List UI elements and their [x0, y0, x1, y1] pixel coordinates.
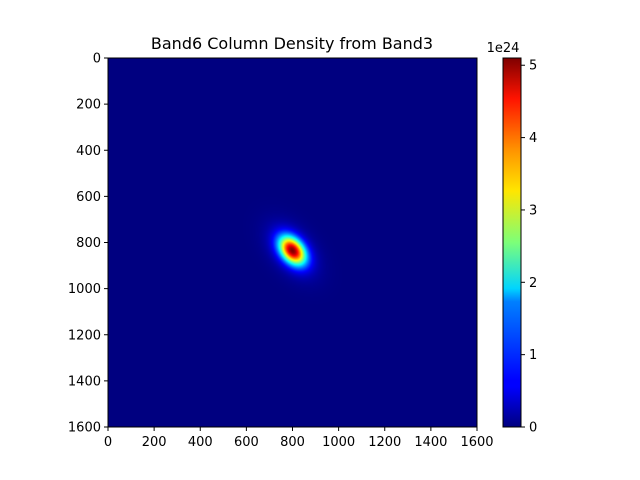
- chart-title: Band6 Column Density from Band3: [151, 34, 433, 53]
- colorbar-tick-label: 2: [529, 276, 537, 291]
- y-tick-label: 400: [76, 144, 101, 159]
- heatmap-plot-area: [107, 57, 478, 428]
- x-tick-label: 200: [142, 435, 167, 450]
- y-tick-label: 1400: [68, 374, 101, 389]
- colorbar-ticks: 0 1 2 3 4 5: [521, 59, 537, 436]
- x-tick-label: 1600: [460, 435, 493, 450]
- y-axis: 0 200 400 600 800 1000 1200 1400 1600: [68, 52, 108, 436]
- colorbar-tick-label: 4: [529, 131, 537, 146]
- colorbar-gradient: [502, 57, 522, 428]
- colorbar-tick-label: 5: [529, 59, 537, 74]
- y-tick-label: 1200: [68, 328, 101, 343]
- x-tick-label: 600: [234, 435, 259, 450]
- y-tick-label: 0: [93, 52, 101, 67]
- heatmap-image: [108, 58, 477, 427]
- colorbar-tick-label: 1: [529, 348, 537, 363]
- colorbar-tick-label: 0: [529, 421, 537, 436]
- colorbar-offset-label: 1e24: [487, 41, 520, 56]
- x-axis: 0 200 400 600 800 1000 1200 1400 1600: [104, 427, 494, 450]
- y-tick-label: 1600: [68, 421, 101, 436]
- x-tick-label: 400: [188, 435, 213, 450]
- x-tick-label: 1400: [414, 435, 447, 450]
- x-tick-label: 1200: [368, 435, 401, 450]
- x-tick-label: 1000: [322, 435, 355, 450]
- y-tick-label: 200: [76, 98, 101, 113]
- x-tick-label: 800: [280, 435, 305, 450]
- y-tick-label: 600: [76, 190, 101, 205]
- x-tick-label: 0: [104, 435, 112, 450]
- y-tick-label: 1000: [68, 282, 101, 297]
- colorbar-tick-label: 3: [529, 203, 537, 218]
- y-tick-label: 800: [76, 236, 101, 251]
- colorbar: 0 1 2 3 4 5 1e24: [487, 41, 538, 436]
